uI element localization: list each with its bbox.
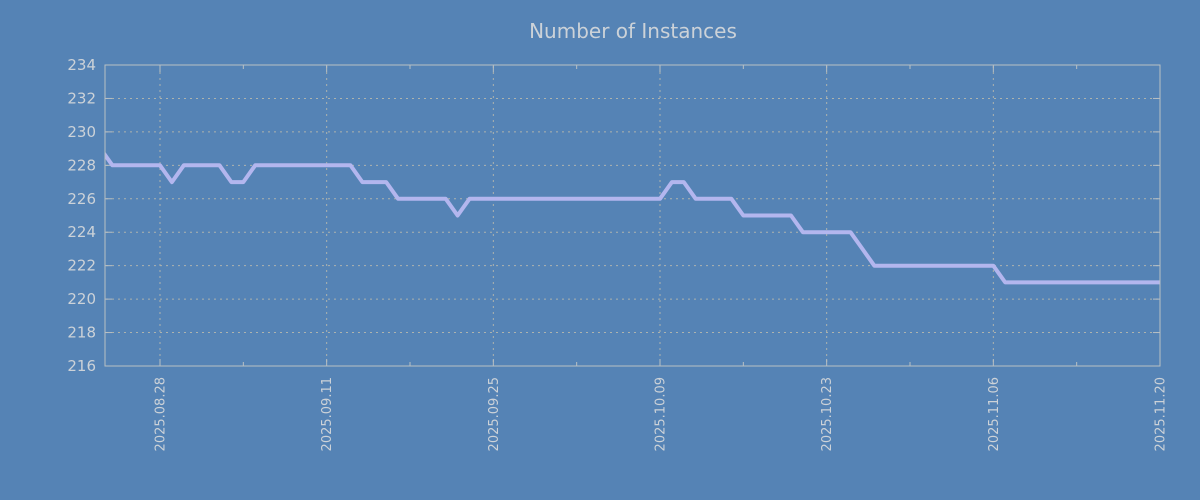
axis-ticks	[105, 64, 1161, 367]
y-tick-label: 226	[67, 190, 96, 208]
x-tick-label: 2025.10.23	[820, 377, 835, 451]
y-tick-label: 234	[67, 56, 96, 74]
instances-line	[105, 151, 1160, 285]
x-tick-label: 2025.11.20	[1154, 377, 1169, 451]
plot-border	[104, 64, 1161, 367]
y-tick-label: 224	[67, 223, 96, 241]
y-tick-label: 230	[67, 123, 96, 141]
x-tick-label: 2025.09.25	[487, 377, 502, 451]
y-tick-label: 220	[67, 290, 96, 308]
y-tick-label: 222	[67, 257, 96, 275]
x-tick-label: 2025.08.28	[154, 377, 169, 451]
chart-title: Number of Instances	[529, 19, 737, 43]
x-tick-label: 2025.10.09	[654, 377, 669, 451]
x-tick-label: 2025.11.06	[987, 377, 1002, 451]
y-tick-label: 216	[67, 357, 96, 375]
axis-labels: 216 218 220 222 224 226 228 230 232 234 2025.08.28…	[67, 56, 1168, 451]
y-tick-label: 218	[67, 324, 96, 342]
y-tick-label: 232	[67, 89, 96, 107]
x-tick-label: 2025.09.11	[320, 377, 335, 451]
gridlines	[106, 66, 1159, 365]
y-tick-label: 228	[67, 156, 96, 174]
line-series	[105, 151, 1160, 285]
